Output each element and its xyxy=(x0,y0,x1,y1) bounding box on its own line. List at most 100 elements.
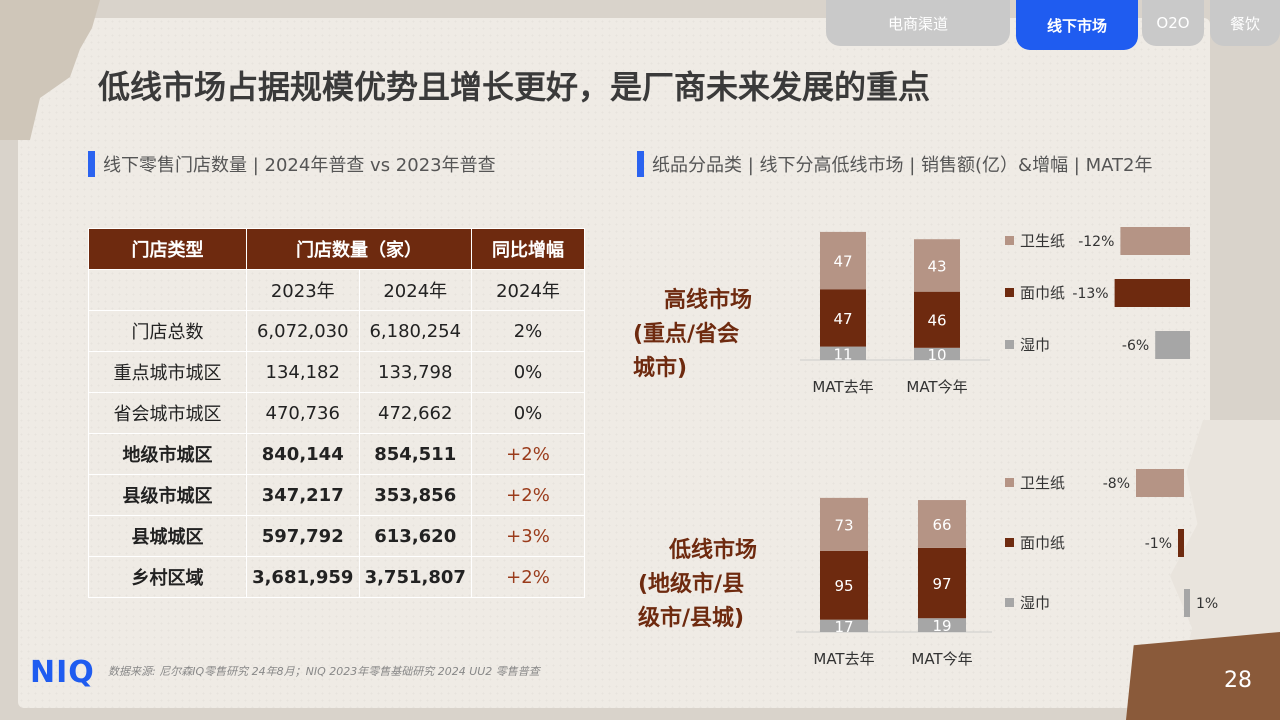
data-source-note: 数据来源: 尼尔森IQ零售研究 24年8月；NIQ 2023年零售基础研究 20… xyxy=(108,665,540,678)
bar-value-label: 10 xyxy=(927,346,946,364)
niq-logo: NIQ xyxy=(30,655,95,690)
tab-o2o[interactable]: O2O xyxy=(1142,0,1204,46)
bar-segment xyxy=(918,500,966,548)
bar-segment xyxy=(820,619,868,632)
bar-segment xyxy=(914,347,960,360)
table-header-row: 门店类型 门店数量（家） 同比增幅 xyxy=(88,228,585,270)
growth-label: 1% xyxy=(1196,596,1218,612)
bar-value-label: 66 xyxy=(932,516,951,534)
cell-y2023: 3,681,959 xyxy=(246,556,360,598)
market-label-line: (地级市/县 xyxy=(638,572,745,597)
cell-y2023: 134,182 xyxy=(246,351,360,393)
cell-type: 县级市城区 xyxy=(88,474,247,516)
cell-growth: +2% xyxy=(471,556,585,598)
subheader-empty xyxy=(88,269,247,311)
tab-catering[interactable]: 餐饮 xyxy=(1210,0,1280,46)
tab-offline-market[interactable]: 线下市场 xyxy=(1016,0,1138,50)
cell-type: 地级市城区 xyxy=(88,433,247,475)
cell-type: 重点城市城区 xyxy=(88,351,247,393)
category-label: MAT今年 xyxy=(906,378,967,396)
bar-value-label: 11 xyxy=(833,345,852,363)
header-store-type: 门店类型 xyxy=(88,228,247,270)
market-label-line: 低线市场 xyxy=(668,538,757,563)
bar-segment xyxy=(820,289,866,347)
legend-label: 湿巾 xyxy=(1020,594,1050,612)
right-subtitle: 纸品分品类 | 线下分高低线市场 | 销售额(亿）&增幅 | MAT2年 xyxy=(637,151,1152,177)
market-label-line: (重点/省会 xyxy=(633,322,740,347)
subtitle-marker xyxy=(88,151,95,177)
bar-value-label: 19 xyxy=(932,617,951,635)
cell-y2024: 854,511 xyxy=(358,433,472,475)
bar-segment xyxy=(914,239,960,292)
cell-growth: +2% xyxy=(471,433,585,475)
page-title: 低线市场占据规模优势且增长更好，是厂商未来发展的重点 xyxy=(98,68,931,106)
market-label-line: 级市/县城) xyxy=(638,606,745,631)
legend-swatch xyxy=(1005,236,1014,245)
high-tier-market-label: 高线市场 (重点/省会 城市) xyxy=(633,284,783,386)
cell-y2024: 3,751,807 xyxy=(358,556,472,598)
header-growth: 同比增幅 xyxy=(471,228,585,270)
growth-bar xyxy=(1178,529,1184,557)
legend-label: 面巾纸 xyxy=(1020,284,1065,302)
bar-segment xyxy=(918,618,966,632)
bar-segment xyxy=(820,550,868,620)
cardboard-decoration xyxy=(1126,632,1280,720)
cell-y2023: 840,144 xyxy=(246,433,360,475)
growth-label: -12% xyxy=(1078,234,1114,250)
legend-label: 卫生纸 xyxy=(1020,474,1065,492)
table-row: 门店总数 6,072,030 6,180,254 2% xyxy=(88,310,585,352)
bar-segment xyxy=(820,497,868,551)
bar-segment xyxy=(914,291,960,348)
market-label-line: 城市) xyxy=(633,356,688,381)
cell-type: 县城城区 xyxy=(88,515,247,557)
right-subtitle-text: 纸品分品类 | 线下分高低线市场 | 销售额(亿）&增幅 | MAT2年 xyxy=(652,155,1153,176)
bar-value-label: 46 xyxy=(927,312,946,330)
market-label-line: 高线市场 xyxy=(663,288,752,313)
tab-ecommerce[interactable]: 电商渠道 xyxy=(826,0,1010,46)
bar-value-label: 43 xyxy=(927,257,946,275)
category-label: MAT去年 xyxy=(813,650,874,668)
cell-type: 省会城市城区 xyxy=(88,392,247,434)
left-subtitle: 线下零售门店数量 | 2024年普查 vs 2023年普查 xyxy=(88,151,496,177)
growth-bar xyxy=(1184,589,1190,617)
category-label: MAT去年 xyxy=(812,378,873,396)
tab-label: 电商渠道 xyxy=(887,14,948,33)
tab-label: 餐饮 xyxy=(1229,14,1260,33)
legend-swatch xyxy=(1005,340,1014,349)
legend-swatch xyxy=(1005,478,1014,487)
cell-y2023: 347,217 xyxy=(246,474,360,516)
table-subheader-row: 2023年 2024年 2024年 xyxy=(88,269,585,311)
legend-label: 面巾纸 xyxy=(1020,534,1065,552)
cell-type: 门店总数 xyxy=(88,310,247,352)
low-tier-market-label: 低线市场 (地级市/县 级市/县城) xyxy=(638,534,788,636)
table-row: 重点城市城区 134,182 133,798 0% xyxy=(88,351,585,393)
legend-swatch xyxy=(1005,538,1014,547)
growth-bar xyxy=(1136,469,1184,497)
cell-y2023: 470,736 xyxy=(246,392,360,434)
growth-bar xyxy=(1114,279,1190,307)
bar-segment xyxy=(820,231,866,290)
cell-y2024: 613,620 xyxy=(358,515,472,557)
bar-value-label: 47 xyxy=(833,310,852,328)
growth-label: -6% xyxy=(1122,338,1149,354)
growth-bar xyxy=(1120,227,1190,255)
legend-label: 卫生纸 xyxy=(1020,232,1065,250)
category-label: MAT今年 xyxy=(911,650,972,668)
cell-y2023: 6,072,030 xyxy=(246,310,360,352)
header-store-count: 门店数量（家） xyxy=(246,228,472,270)
subheader-2023: 2023年 xyxy=(246,269,360,311)
store-count-table: 门店类型 门店数量（家） 同比增幅 2023年 2024年 2024年 门店总数… xyxy=(88,228,585,598)
growth-label: -8% xyxy=(1103,476,1130,492)
subheader-growth-2024: 2024年 xyxy=(471,269,585,311)
table-row: 地级市城区 840,144 854,511 +2% xyxy=(88,433,585,475)
table-row: 省会城市城区 470,736 472,662 0% xyxy=(88,392,585,434)
cell-growth: +3% xyxy=(471,515,585,557)
bar-value-label: 17 xyxy=(834,618,853,636)
bar-segment xyxy=(918,547,966,619)
cell-type: 乡村区域 xyxy=(88,556,247,598)
tab-label: O2O xyxy=(1156,14,1190,32)
bar-segment xyxy=(820,346,866,360)
left-subtitle-text: 线下零售门店数量 | 2024年普查 vs 2023年普查 xyxy=(103,155,496,176)
cell-y2024: 472,662 xyxy=(358,392,472,434)
